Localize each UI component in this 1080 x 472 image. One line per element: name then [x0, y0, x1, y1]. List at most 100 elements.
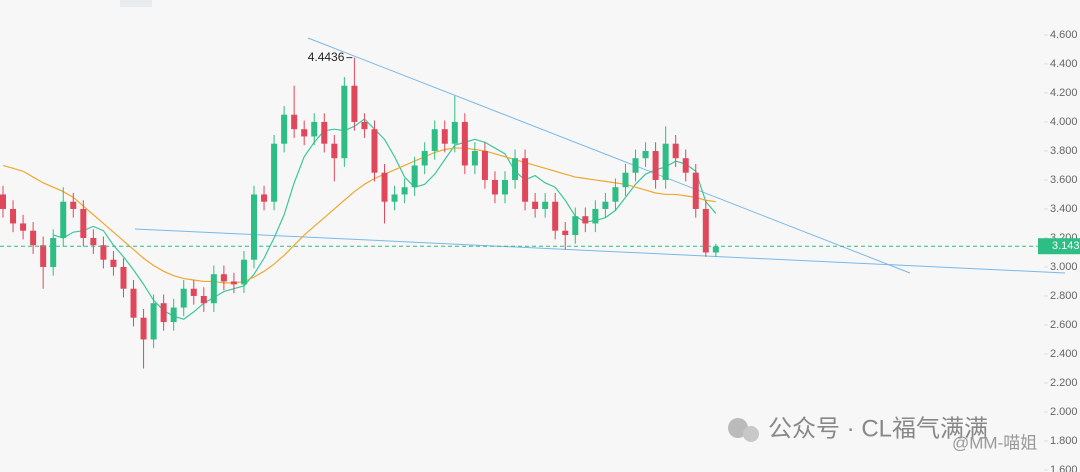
candle-body: [421, 150, 428, 166]
candle-body: [481, 150, 488, 180]
candle-body: [261, 194, 268, 202]
y-tick-label: 2.600: [1050, 319, 1078, 331]
candle-body: [130, 288, 137, 318]
candle-body: [341, 85, 348, 159]
candle-body: [532, 201, 539, 209]
candle-body: [110, 259, 117, 267]
candle-body: [301, 129, 308, 137]
candle-body: [401, 187, 408, 195]
candle-body: [20, 223, 27, 231]
candle-body: [10, 208, 17, 224]
y-tick-label: 3.600: [1050, 174, 1078, 186]
candle-body: [491, 179, 498, 195]
candle-body: [692, 172, 699, 209]
candle-body: [642, 150, 649, 159]
candle-body: [0, 194, 6, 209]
wechat-icon: [743, 426, 759, 442]
y-tick-label: 2.000: [1050, 406, 1078, 418]
y-tick-label: 3.000: [1050, 261, 1078, 273]
y-tick-label: 1.800: [1050, 435, 1078, 447]
trend-line: [134, 228, 1066, 274]
candle-body: [160, 303, 167, 323]
toolbar-tab: [120, 0, 152, 7]
candle-body: [60, 201, 67, 238]
candle-body: [712, 246, 719, 253]
candle-body: [90, 237, 97, 246]
candle-body: [441, 129, 448, 144]
candle-body: [662, 143, 669, 180]
candle-body: [331, 143, 338, 159]
candle-body: [240, 259, 247, 285]
y-tick-label: 3.400: [1050, 203, 1078, 215]
candle-body: [431, 129, 438, 151]
y-tick-label: 4.400: [1050, 58, 1078, 70]
candle-body: [672, 143, 679, 159]
y-tick-label: 4.000: [1050, 116, 1078, 128]
candle-body: [682, 158, 689, 173]
candle-body: [251, 194, 257, 260]
candle-body: [170, 307, 177, 323]
candle-body: [80, 208, 87, 238]
wechat-icon: [728, 418, 748, 438]
candle-body: [220, 274, 227, 282]
candle-body: [652, 150, 659, 180]
candle-body: [230, 281, 237, 285]
candle-body: [200, 295, 207, 304]
high-annotation: 4.4436: [308, 50, 345, 64]
y-tick-label: 2.200: [1050, 377, 1078, 389]
candle-body: [522, 158, 529, 202]
candle-body: [180, 288, 187, 308]
candle-body: [271, 143, 278, 202]
y-tick-label: 4.600: [1050, 29, 1078, 41]
candle-body: [140, 317, 147, 340]
candle-body: [391, 194, 398, 202]
candle-body: [622, 172, 629, 188]
y-tick-label: 2.800: [1050, 290, 1078, 302]
candle-body: [100, 245, 107, 260]
y-tick-label: 4.200: [1050, 87, 1078, 99]
candle-body: [281, 114, 288, 144]
y-tick-label: 3.800: [1050, 145, 1078, 157]
candle-body: [552, 201, 559, 231]
y-tick-label: 1.600: [1050, 464, 1078, 472]
candle-body: [381, 172, 388, 202]
candle-body: [512, 158, 519, 180]
candle-body: [592, 208, 599, 224]
trend-line: [307, 37, 911, 274]
candle-body: [150, 303, 157, 340]
candle-body: [70, 201, 77, 209]
candle-body: [632, 158, 639, 173]
candle-body: [311, 121, 318, 137]
candle-body: [602, 201, 609, 209]
candle-body: [502, 179, 508, 195]
y-tick-label: 2.400: [1050, 348, 1078, 360]
candle-body: [612, 187, 619, 202]
candle-body: [291, 114, 298, 130]
candle-body: [542, 201, 549, 209]
candle-body: [451, 121, 458, 144]
candle-body: [471, 150, 478, 166]
moving-average: [2, 147, 716, 284]
candle-body: [50, 237, 57, 267]
candle-body: [30, 230, 37, 246]
candle-body: [411, 165, 418, 188]
last-price-label: 3.143: [1052, 240, 1080, 252]
plot: 4.6004.4004.2004.0003.8003.6003.4003.200…: [0, 29, 1080, 472]
candle-body: [40, 245, 47, 267]
candle-body: [461, 121, 468, 166]
candle-body: [351, 85, 358, 122]
candle-body: [562, 230, 569, 236]
candle-body: [190, 288, 197, 296]
candle-body: [371, 129, 378, 173]
candle-body: [361, 121, 368, 130]
candle-body: [702, 208, 709, 253]
candle-body: [120, 266, 127, 289]
author-text: @MM-喵姐: [952, 433, 1037, 452]
candle-body: [582, 216, 589, 224]
candle-body: [321, 121, 328, 144]
last-price-tag: [1038, 238, 1080, 255]
candle-body: [572, 216, 579, 236]
candle-body: [210, 274, 217, 304]
watermark-text: 公众号 · CL福气满满: [768, 415, 988, 442]
